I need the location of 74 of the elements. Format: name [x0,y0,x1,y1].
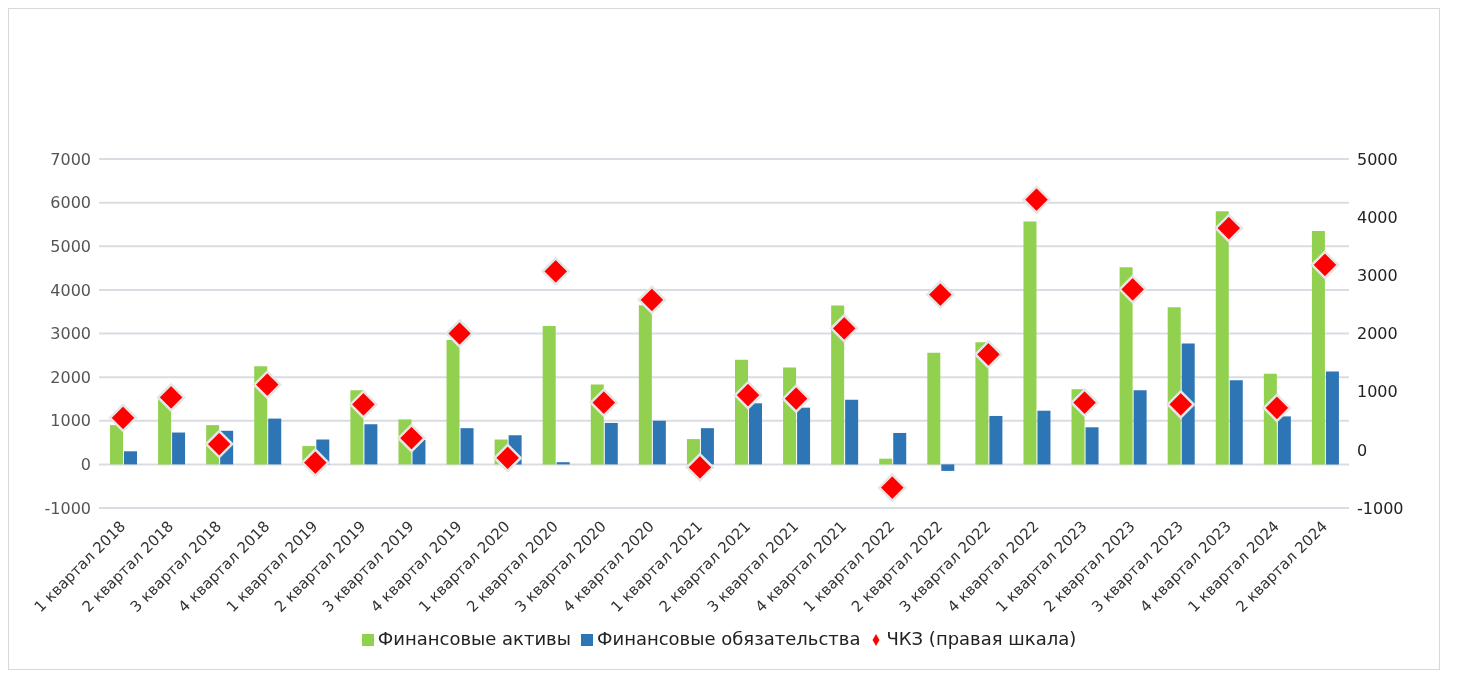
bar [1311,230,1325,465]
point [1070,388,1099,417]
legend-label: Финансовые активы [377,628,571,649]
y-tick-label: -1000 [44,498,91,518]
point [829,314,859,343]
point [781,384,811,413]
bar [172,432,186,465]
bar [1277,416,1291,465]
point [1118,275,1147,304]
point [1310,250,1340,280]
y-tick-label: 5000 [50,236,91,256]
point [541,257,570,286]
bar [110,425,123,465]
bar [989,415,1003,465]
bar [652,420,666,465]
point [156,383,186,412]
bar [893,432,907,465]
bar [845,399,859,465]
bar [797,407,811,465]
point [445,319,474,348]
bar [1133,390,1147,465]
point [926,280,955,309]
bar [460,428,474,465]
point [685,453,715,482]
point [1214,213,1244,243]
bar [749,403,762,465]
point [878,473,907,502]
bar [1325,371,1339,465]
point [637,285,667,315]
point [1166,390,1195,419]
bar [941,464,955,471]
point [108,403,138,433]
y2-tick-label: 5000 [1357,149,1398,169]
bar [542,326,556,465]
point [493,443,522,473]
bar [927,352,941,465]
bar [1085,427,1099,465]
y2-tick-label: 0 [1357,440,1368,460]
y-tick-label: 4000 [50,280,91,300]
bar [604,422,618,465]
y2-tick-label: -1000 [1357,498,1404,518]
bar [1215,211,1229,465]
bar [268,418,282,465]
y-tick-label: 1000 [50,411,91,431]
point [1022,185,1051,214]
point [733,380,763,410]
bar [1037,410,1051,465]
point [1262,393,1292,423]
y2-tick-label: 1000 [1357,382,1398,402]
legend-label: Финансовые обязательства [596,628,861,649]
bar [1119,267,1133,465]
point [397,423,426,453]
y2-tick-label: 3000 [1357,266,1398,286]
y-tick-label: 3000 [50,324,91,344]
y2-tick-label: 4000 [1357,207,1398,227]
point [204,429,234,459]
y-tick-label: 2000 [50,367,91,387]
y-tick-label: 7000 [50,149,91,169]
point [301,448,330,477]
bar [1229,380,1243,465]
y-tick-label: 6000 [50,193,91,213]
bar [446,340,460,465]
bar [556,462,570,465]
legend-label: ЧКЗ (правая шкала) [886,628,1077,649]
y2-tick-label: 2000 [1357,324,1398,344]
point [253,370,282,399]
point [974,340,1003,369]
point [349,390,378,419]
bar [1023,221,1037,465]
y-tick-label: 0 [80,455,91,475]
bar [638,305,652,465]
point [589,388,619,417]
bar [364,424,378,465]
bar [124,451,137,465]
